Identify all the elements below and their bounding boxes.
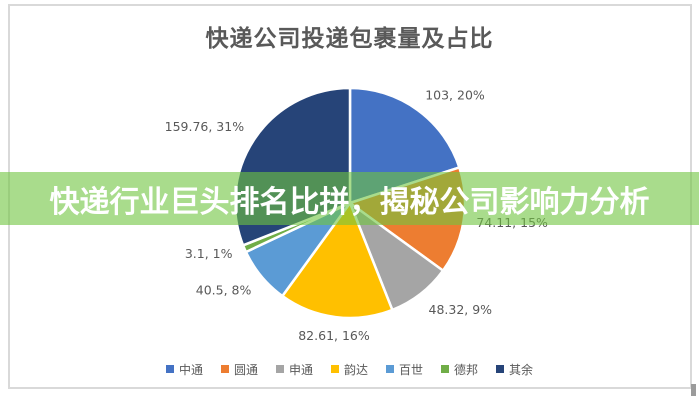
resize-corner-mark xyxy=(691,384,696,396)
legend-label: 圆通 xyxy=(233,362,258,377)
legend-swatch-icon xyxy=(441,365,450,373)
legend-swatch-icon xyxy=(330,365,339,373)
legend-item-3: 申通 xyxy=(275,361,313,378)
legend-item-7: 其余 xyxy=(496,361,533,378)
chart-legend: 中通 圆通 申通 韵达 百世 德邦 其余 xyxy=(0,361,699,377)
pie-data-label: 48.32, 9% xyxy=(429,302,493,317)
legend-swatch-icon xyxy=(496,365,505,373)
legend-item-6: 德邦 xyxy=(441,361,478,378)
legend-swatch-icon xyxy=(275,365,284,373)
legend-label: 中通 xyxy=(178,362,203,377)
pie-data-label: 3.1, 1% xyxy=(185,246,233,261)
legend-swatch-icon xyxy=(220,365,229,373)
legend-swatch-icon xyxy=(386,365,394,373)
legend-label: 申通 xyxy=(288,362,313,377)
legend-label: 韵达 xyxy=(343,362,368,377)
headline-banner: 快递行业巨头排名比拼，揭秘公司影响力分析 xyxy=(0,172,699,225)
chart-title: 快递公司投递包裹量及占比 xyxy=(205,26,494,52)
pie-data-label: 82.61, 16% xyxy=(298,328,370,343)
legend-item-4: 韵达 xyxy=(330,361,368,378)
legend-label: 其余 xyxy=(509,362,534,377)
pie-data-label: 103, 20% xyxy=(425,87,485,102)
legend-item-5: 百世 xyxy=(386,361,423,378)
legend-item-2: 圆通 xyxy=(220,361,258,378)
pie-slice-韵达 xyxy=(281,201,394,320)
pie-data-label: 159.76, 31% xyxy=(165,119,245,134)
legend-swatch-icon xyxy=(165,365,174,373)
headline-text: 快递行业巨头排名比拼，揭秘公司影响力分析 xyxy=(49,184,650,220)
legend-label: 德邦 xyxy=(454,362,479,377)
legend-item-1: 中通 xyxy=(165,361,203,378)
legend-label: 百世 xyxy=(399,362,424,377)
pie-data-label: 40.5, 8% xyxy=(196,283,252,298)
